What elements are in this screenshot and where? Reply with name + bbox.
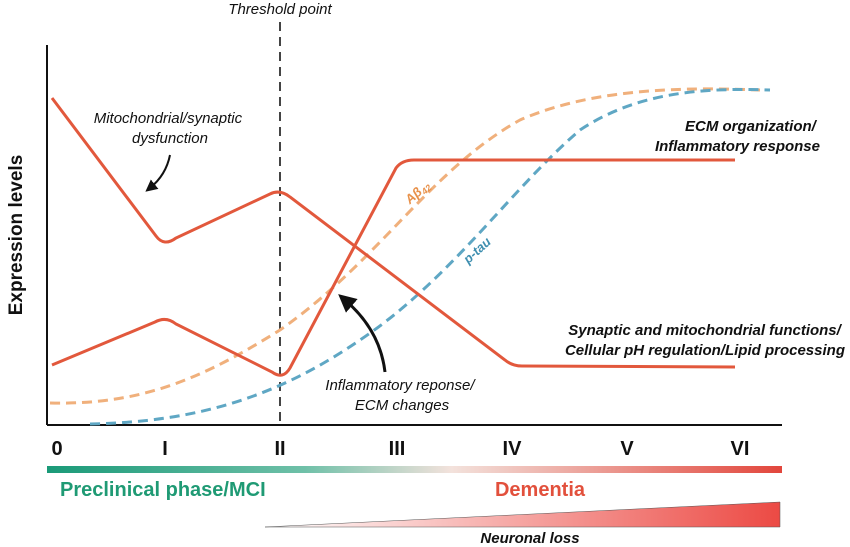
synaptic-line: Cellular pH regulation/Lipid processing xyxy=(565,342,845,359)
ptau-curve xyxy=(89,87,771,426)
threshold-label: Threshold point xyxy=(228,1,332,18)
ptau-label: p-tau xyxy=(459,234,493,267)
stage-label: II xyxy=(274,438,285,460)
synaptic-label: Synaptic and mitochondrial functions/ Ce… xyxy=(565,322,845,359)
arrow xyxy=(145,154,171,192)
stage-label: III xyxy=(389,438,406,460)
preclinical-label: Preclinical phase/MCI xyxy=(60,479,266,501)
neuronal-loss-label: Neuronal loss xyxy=(480,530,579,547)
stage-labels: 0 I II III IV V VI xyxy=(51,438,749,460)
mito-line: dysfunction xyxy=(132,130,208,147)
neuronal-loss-wedge xyxy=(264,501,781,528)
ecm-line: Inflammatory response xyxy=(655,138,820,155)
mito-line: Mitochondrial/synaptic xyxy=(94,110,243,127)
inflammatory-line: Inflammatory reponse/ xyxy=(325,377,476,394)
inflammatory-label: Inflammatory reponse/ ECM changes xyxy=(325,377,478,414)
ecm-line: ECM organization/ xyxy=(685,118,818,135)
stage-label: 0 xyxy=(51,438,62,460)
decreasing-curve xyxy=(50,97,736,369)
abeta-curve xyxy=(49,87,761,405)
stage-label: I xyxy=(162,438,168,460)
stage-label: VI xyxy=(731,438,750,460)
abeta-label: Aβ42 xyxy=(401,177,434,209)
phase-bar xyxy=(47,466,782,473)
arrow xyxy=(338,294,387,373)
dementia-label: Dementia xyxy=(495,479,586,501)
mito-label: Mitochondrial/synaptic dysfunction xyxy=(94,110,247,147)
increasing-curve xyxy=(51,158,735,377)
synaptic-line: Synaptic and mitochondrial functions/ xyxy=(568,322,842,339)
stage-label: IV xyxy=(503,438,523,460)
inflammatory-line: ECM changes xyxy=(355,397,450,414)
ecm-label: ECM organization/ Inflammatory response xyxy=(655,118,820,155)
y-axis-label: Expression levels xyxy=(6,155,27,316)
stage-label: V xyxy=(620,438,634,460)
